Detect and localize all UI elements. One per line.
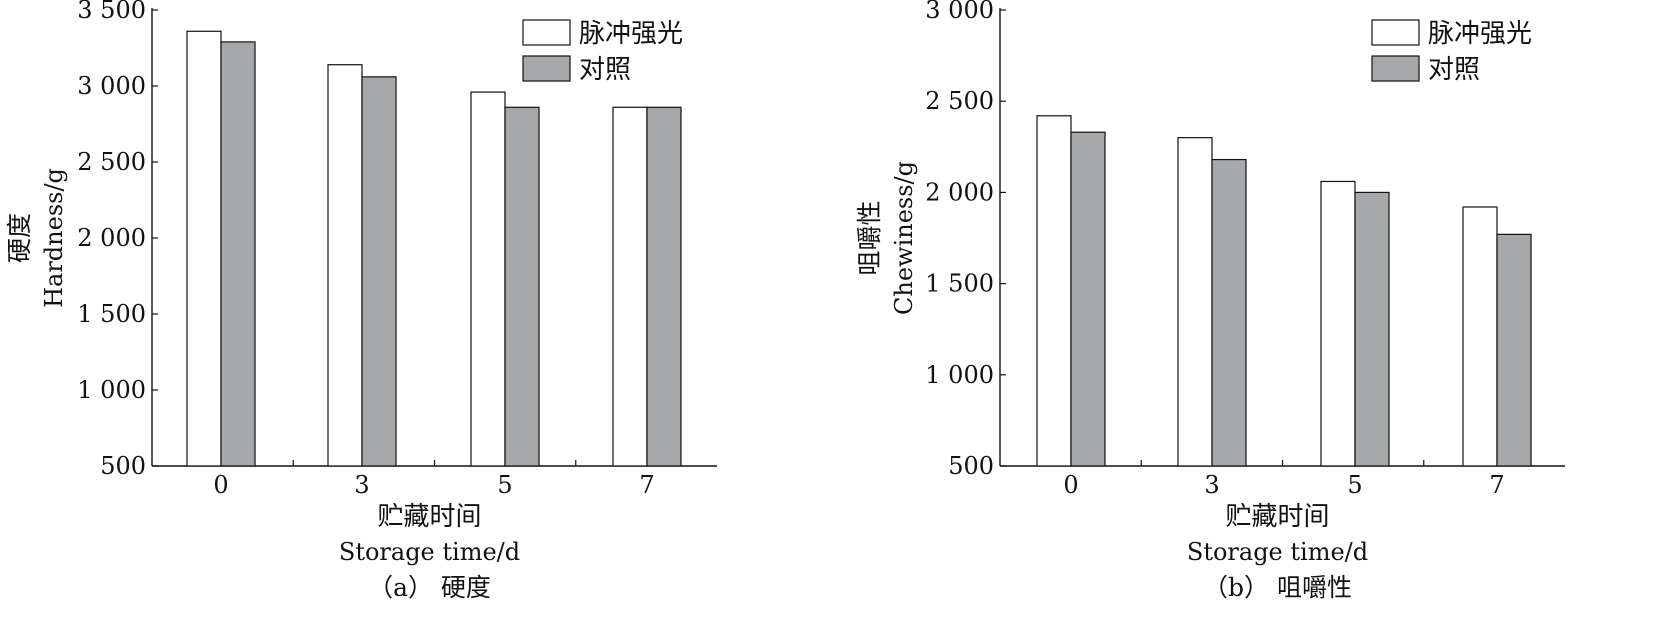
bar-pulsed-light <box>612 106 648 467</box>
x-tick-label: 3 <box>1204 471 1219 499</box>
y-tick-label: 1 500 <box>925 270 994 298</box>
bar-control <box>504 106 540 467</box>
bar-control <box>1354 191 1390 467</box>
y-tick-label: 3 000 <box>925 0 994 24</box>
y-axis-label-en: Hardness/g <box>40 168 68 308</box>
y-axis-label-en: Chewiness/g <box>890 161 918 315</box>
bar-control <box>220 41 256 467</box>
y-axis-label-cn: 硬度 <box>5 213 34 263</box>
legend-label: 对照 <box>579 55 631 85</box>
x-axis-label-cn: 贮藏时间 <box>377 502 481 532</box>
y-tick-label: 1 000 <box>77 376 146 404</box>
x-tick-label: 0 <box>1063 471 1078 499</box>
bar-control <box>1070 131 1106 467</box>
bar-pulsed-light <box>1462 206 1498 467</box>
x-tick-label: 0 <box>213 471 228 499</box>
bar-pulsed-light <box>1177 137 1213 467</box>
bar-pulsed-light <box>470 91 506 467</box>
x-tick-label: 3 <box>354 471 369 499</box>
bar-pulsed-light <box>327 64 363 467</box>
x-tick-label: 7 <box>639 471 654 499</box>
y-tick-label: 2 000 <box>925 178 994 206</box>
x-tick-label: 5 <box>497 471 512 499</box>
y-tick-label: 2 500 <box>77 148 146 176</box>
x-tick-label: 5 <box>1347 471 1362 499</box>
hardness-chart: 500 1 000 1 500 2 000 2 500 3 000 3 500 0 3 5 7 硬度 H… <box>5 0 717 602</box>
y-tick-label: 2 000 <box>77 224 146 252</box>
x-tick-label: 7 <box>1489 471 1504 499</box>
x-axis-label-en: Storage time/d <box>339 538 520 566</box>
y-tick-label: 1 000 <box>925 361 994 389</box>
y-tick-label: 3 500 <box>77 0 146 24</box>
legend-swatch-control <box>522 55 571 82</box>
y-tick-label: 2 500 <box>925 87 994 115</box>
bar-control <box>646 106 682 467</box>
y-axis-label-cn: 咀嚼性 <box>855 200 884 275</box>
x-axis-label-en: Storage time/d <box>1187 538 1368 566</box>
legend-label: 脉冲强光 <box>1428 19 1532 49</box>
chart-caption: （b） 咀嚼性 <box>1203 573 1352 602</box>
bar-pulsed-light <box>1320 180 1356 467</box>
bar-control <box>1211 158 1247 467</box>
legend-swatch-pulsed-light <box>522 19 571 46</box>
x-axis-label-cn: 贮藏时间 <box>1225 502 1329 532</box>
bar-control <box>1496 233 1532 467</box>
legend-label: 对照 <box>1428 55 1480 85</box>
legend-label: 脉冲强光 <box>579 19 683 49</box>
bar-pulsed-light <box>1036 115 1072 467</box>
y-tick-label: 3 000 <box>77 72 146 100</box>
legend-swatch-control <box>1371 55 1420 82</box>
legend-swatch-pulsed-light <box>1371 19 1420 46</box>
y-tick-label: 500 <box>100 452 146 480</box>
y-tick-label: 500 <box>948 452 994 480</box>
y-tick-label: 1 500 <box>77 300 146 328</box>
chewiness-chart: 500 1 000 1 500 2 000 2 500 3 000 0 3 5 7 咀嚼性 Chewi… <box>855 0 1565 602</box>
chart-caption: （a） 硬度 <box>368 573 491 602</box>
bar-control <box>361 76 397 467</box>
bar-pulsed-light <box>186 30 222 467</box>
